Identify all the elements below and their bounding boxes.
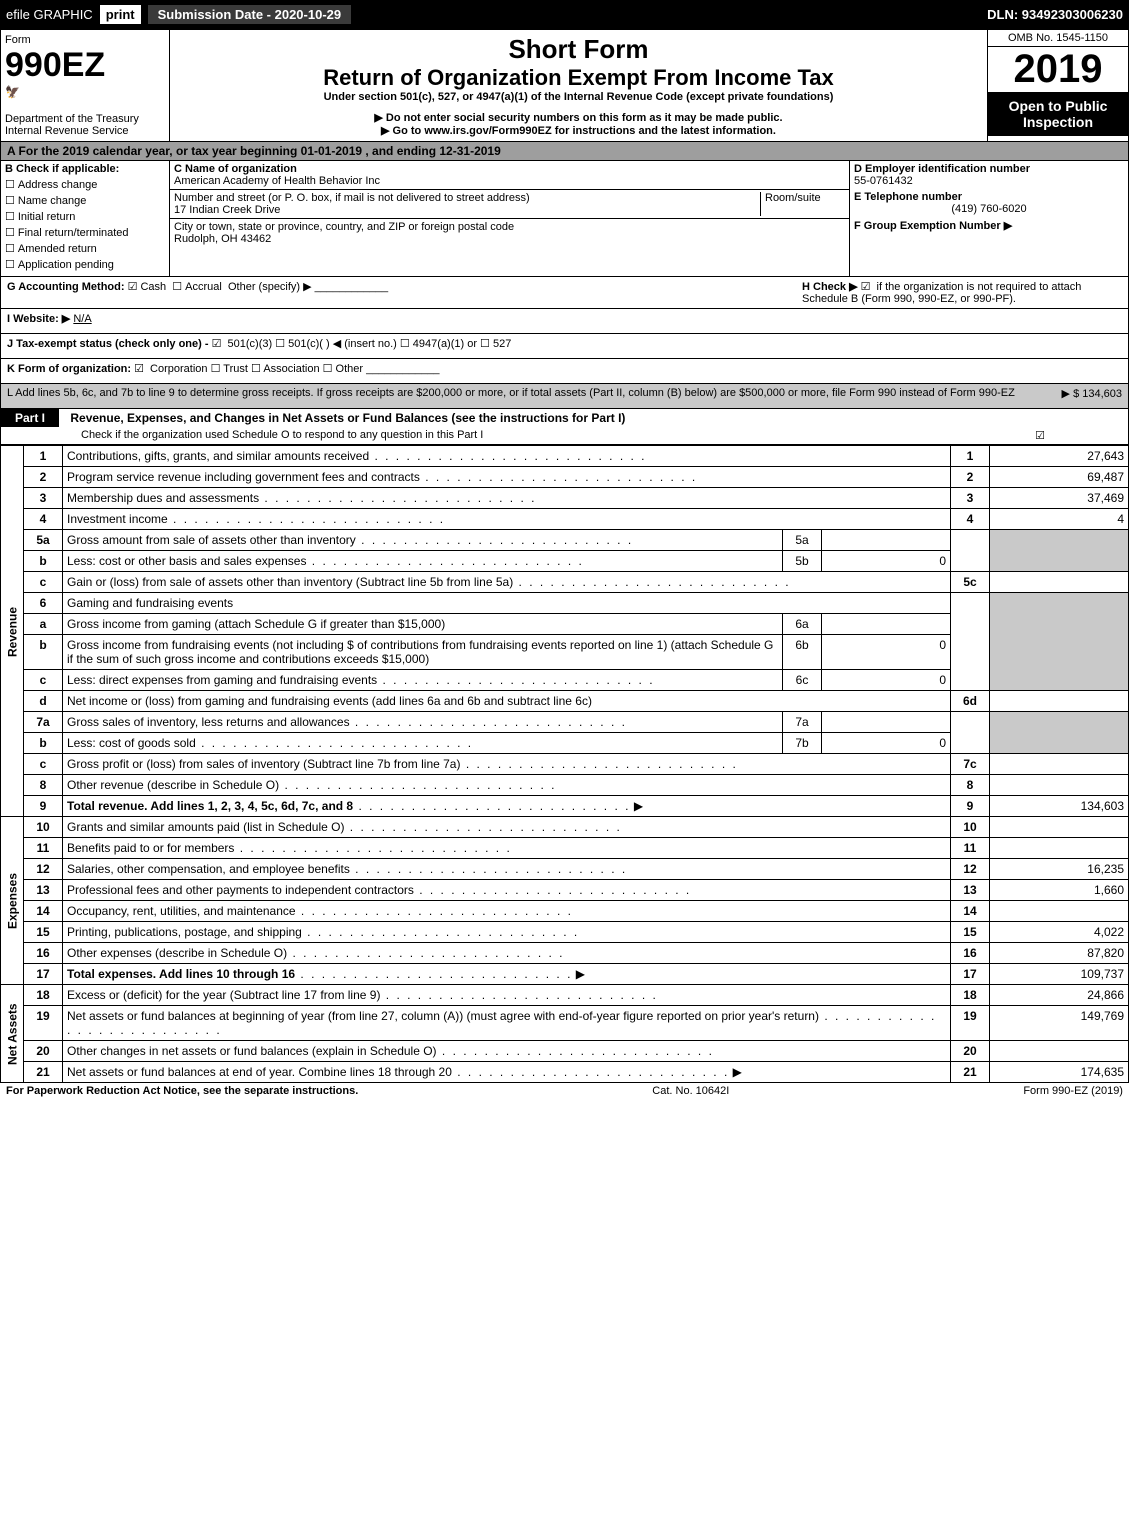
checkbox-icon [5,243,18,255]
street-value: 17 Indian Creek Drive [174,204,760,216]
checkbox-checked-icon[interactable] [134,363,147,375]
submission-date: Submission Date - 2020-10-29 [148,5,352,24]
return-title: Return of Organization Exempt From Incom… [174,65,983,91]
entity-block: B Check if applicable: Address change Na… [0,161,1129,277]
g-cash: Cash [140,281,166,293]
footer-center: Cat. No. 10642I [652,1085,729,1097]
form-word: Form [5,34,165,46]
j-label: J Tax-exempt status (check only one) - [7,338,209,350]
street-label: Number and street (or P. O. box, if mail… [174,192,760,204]
print-button[interactable]: print [99,4,142,25]
section-b: B Check if applicable: Address change Na… [1,161,170,276]
row-k: K Form of organization: Corporation ☐ Tr… [0,359,1129,384]
financial-table: Revenue 1 Contributions, gifts, grants, … [0,445,1129,1083]
b-opt-address[interactable]: Address change [5,178,165,191]
j-options: 501(c)(3) ☐ 501(c)( ) ◀ (insert no.) ☐ 4… [228,338,512,350]
city-label: City or town, state or province, country… [174,221,845,233]
checkbox-icon [5,227,18,239]
website-value: N/A [73,313,91,325]
part1-badge: Part I [1,409,59,427]
under-section: Under section 501(c), 527, or 4947(a)(1)… [174,91,983,103]
checkbox-checked-icon[interactable] [1035,429,1048,442]
g-label: G Accounting Method: [7,281,125,293]
l-text: L Add lines 5b, 6c, and 7b to line 9 to … [7,387,1015,399]
netassets-side-label: Net Assets [1,985,24,1083]
b-opt-pending[interactable]: Application pending [5,258,165,271]
row-j: J Tax-exempt status (check only one) - 5… [0,334,1129,359]
section-c: C Name of organization American Academy … [170,161,849,276]
row-i: I Website: ▶ N/A [0,309,1129,334]
top-bar: efile GRAPHIC print Submission Date - 20… [0,0,1129,29]
d-label: D Employer identification number [854,163,1124,175]
page-footer: For Paperwork Reduction Act Notice, see … [0,1083,1129,1099]
b-heading: B Check if applicable: [5,163,165,175]
org-name: American Academy of Health Behavior Inc [174,175,845,187]
omb-number: OMB No. 1545-1150 [988,30,1128,47]
eagle-icon: 🦅 [5,85,165,99]
header-center: Short Form Return of Organization Exempt… [170,30,987,141]
no-ssn-note: ▶ Do not enter social security numbers o… [174,111,983,124]
open-public: Open to Public Inspection [988,92,1128,136]
line-num: 1 [24,446,63,467]
checkbox-icon [5,195,18,207]
line-ref: 1 [951,446,990,467]
expenses-side-label: Expenses [1,817,24,985]
f-label: F Group Exemption Number ▶ [854,219,1124,232]
efile-label: efile GRAPHIC [6,7,93,22]
l-amount: ▶ $ 134,603 [1062,387,1122,400]
revenue-side-label: Revenue [1,446,24,817]
b-opt-amended[interactable]: Amended return [5,242,165,255]
part1-header-row: Part I Revenue, Expenses, and Changes in… [0,409,1129,445]
phone-value: (419) 760-6020 [854,203,1124,215]
i-label: I Website: ▶ [7,313,70,325]
h-label: H Check ▶ [802,281,858,293]
irs-label: Internal Revenue Service [5,125,165,137]
b-opt-final[interactable]: Final return/terminated [5,226,165,239]
g-accrual: Accrual [185,281,222,293]
b-opt-name[interactable]: Name change [5,194,165,207]
b-opt-initial[interactable]: Initial return [5,210,165,223]
part1-title: Revenue, Expenses, and Changes in Net As… [62,411,625,425]
checkbox-icon [5,259,18,271]
section-def: D Employer identification number 55-0761… [849,161,1128,276]
checkbox-checked-icon[interactable] [212,338,225,350]
k-label: K Form of organization: [7,363,131,375]
e-label: E Telephone number [854,191,1124,203]
ein-value: 55-0761432 [854,175,1124,187]
short-form-title: Short Form [174,34,983,65]
checkbox-checked-icon[interactable] [128,281,141,293]
city-value: Rudolph, OH 43462 [174,233,845,245]
checkbox-icon[interactable] [172,281,185,293]
checkbox-icon [5,211,18,223]
footer-right: Form 990-EZ (2019) [1023,1085,1123,1097]
dept-label: Department of the Treasury [5,113,165,125]
checkbox-icon [5,179,18,191]
dln-label: DLN: 93492303006230 [987,7,1123,22]
line-desc: Contributions, gifts, grants, and simila… [63,446,951,467]
k-options: Corporation ☐ Trust ☐ Association ☐ Othe… [150,363,363,375]
footer-left: For Paperwork Reduction Act Notice, see … [6,1085,358,1097]
header-left: Form 990EZ 🦅 Department of the Treasury … [1,30,170,141]
goto-link[interactable]: ▶ Go to www.irs.gov/Form990EZ for instru… [174,124,983,137]
row-g-h: G Accounting Method: Cash Accrual Other … [0,277,1129,309]
part1-checkline: Check if the organization used Schedule … [81,429,1035,442]
c-label: C Name of organization [174,163,845,175]
form-header: Form 990EZ 🦅 Department of the Treasury … [0,29,1129,142]
g-other: Other (specify) ▶ [228,281,312,293]
form-number: 990EZ [5,46,165,85]
row-l: L Add lines 5b, 6c, and 7b to line 9 to … [0,384,1129,409]
line-amt: 27,643 [990,446,1129,467]
line-a: A For the 2019 calendar year, or tax yea… [0,142,1129,161]
header-right: OMB No. 1545-1150 2019 Open to Public In… [987,30,1128,141]
room-suite: Room/suite [760,192,845,216]
tax-year: 2019 [988,47,1128,92]
checkbox-checked-icon[interactable] [861,281,874,293]
